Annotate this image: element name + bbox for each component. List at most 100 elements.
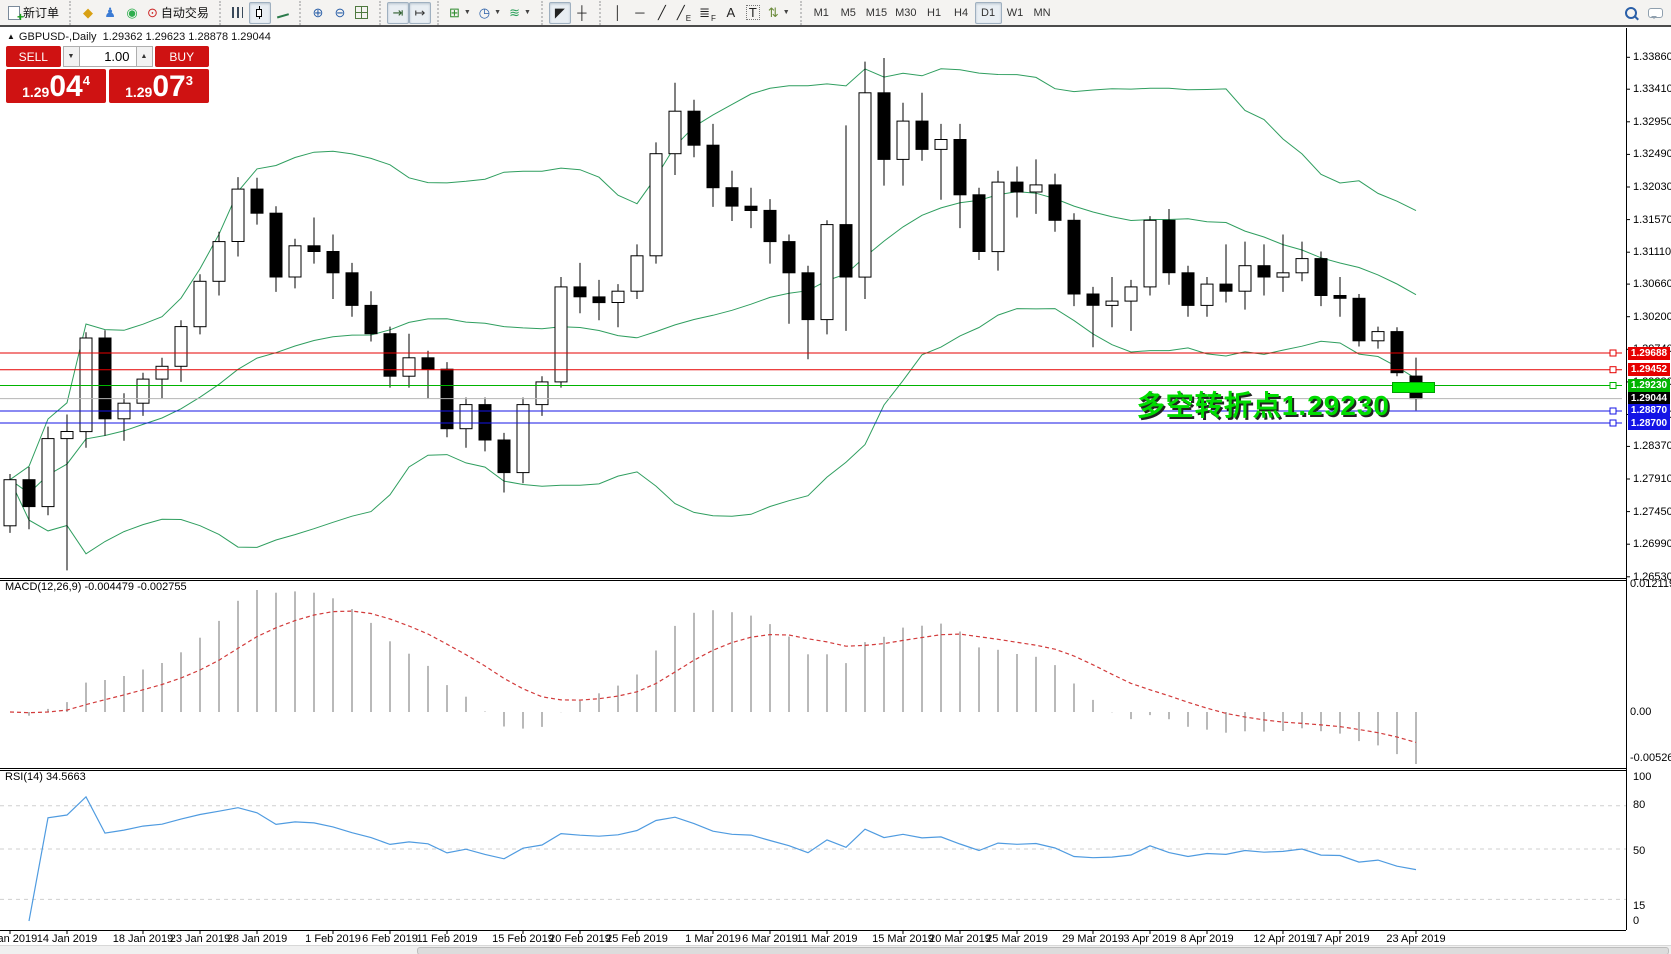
zoom-in-button[interactable]: ⊕ xyxy=(307,2,329,24)
price-tick-1.30200: 1.30200 xyxy=(1633,311,1671,323)
timeframe-m30-button[interactable]: M30 xyxy=(895,6,917,19)
buy-price-pip: 3 xyxy=(185,73,193,88)
toolbar: 新订单◆♟◉⊙自动交易⊕⊖⇥↦⊞▼◷▼≋▼◤┼│─╱╱E≣FAT⇅▼M1M5M1… xyxy=(0,0,1671,27)
toolbar-group-timeframes: M1 M5 M15 M30 H1 H4 D1 W1 MN xyxy=(799,0,1060,25)
trendline-button[interactable]: ╱ xyxy=(651,2,673,24)
date-label-17: 1 Feb 2019 xyxy=(305,933,361,945)
new-chart-icon: ⊞ xyxy=(448,5,460,20)
price-tick-1.31570: 1.31570 xyxy=(1633,214,1671,226)
candles xyxy=(3,58,1423,571)
hline-handle-1.29688[interactable] xyxy=(1609,349,1617,357)
date-label-50: 20 Mar 2019 xyxy=(929,933,991,945)
price-tick-1.28370: 1.28370 xyxy=(1633,440,1671,452)
sell-price-big: 04 xyxy=(49,70,83,103)
date-label-70: 17 Apr 2019 xyxy=(1310,933,1370,945)
navigator-button[interactable]: ♟ xyxy=(99,2,121,24)
date-label-30: 20 Feb 2019 xyxy=(549,933,611,945)
timeframe-m15-button[interactable]: M15 xyxy=(865,6,888,19)
new-order-button-label: 新订单 xyxy=(23,6,60,20)
terminal-button[interactable]: ◉ xyxy=(121,2,143,24)
buy-price-big: 07 xyxy=(152,70,186,103)
chart-title: ▲ GBPUSD-,Daily 1.29362 1.29623 1.28878 1… xyxy=(7,31,271,43)
hline-handle-1.28700[interactable] xyxy=(1609,419,1617,427)
toolbar-group-panels: ◆ ♟ ◉ ⊙ 自动交易 xyxy=(69,0,217,25)
candlestick-button[interactable] xyxy=(248,1,271,24)
channel-button[interactable]: ╱ E xyxy=(673,2,695,24)
buy-button[interactable]: BUY xyxy=(154,46,209,67)
timeframe-h4-button[interactable]: H4 xyxy=(954,6,969,19)
horizontal-line-button[interactable]: ─ xyxy=(629,2,651,24)
market-watch-button[interactable]: ◆ xyxy=(77,2,99,24)
annotation-text[interactable]: 多空转折点1.29230 xyxy=(1136,390,1390,421)
horizontal-scrollbar[interactable] xyxy=(0,945,1671,954)
autotrading-button[interactable]: ⊙ 自动交易 xyxy=(143,2,213,24)
fibonacci-button[interactable]: ≣ F xyxy=(695,2,720,24)
hline-handle-1.29230[interactable] xyxy=(1609,382,1617,389)
collapse-icon[interactable]: ▲ xyxy=(7,32,15,41)
sell-price-button[interactable]: 1.29 04 4 xyxy=(6,69,106,103)
date-label-20: 6 Feb 2019 xyxy=(362,933,418,945)
bollinger-upper-band xyxy=(9,68,1417,481)
indicators-dropdown-icon[interactable]: ▼ xyxy=(523,9,531,16)
timeframe-mn-button[interactable]: MN xyxy=(1033,6,1051,19)
arrows-button[interactable]: ⇅ ▼ xyxy=(764,2,794,24)
cursor-button[interactable]: ◤ xyxy=(548,1,571,24)
date-label-23: 11 Feb 2019 xyxy=(416,933,478,945)
new-chart-button[interactable]: ⊞ ▼ xyxy=(445,2,475,24)
crosshair-icon: ┼ xyxy=(577,5,587,20)
arrows-dropdown-icon[interactable]: ▼ xyxy=(782,9,790,16)
text-button[interactable]: A xyxy=(720,2,742,24)
date-label-47: 15 Mar 2019 xyxy=(872,933,934,945)
zoom-out-button[interactable]: ⊖ xyxy=(329,2,351,24)
indicators-button[interactable]: ≋ ▼ xyxy=(505,2,535,24)
vertical-line-button[interactable]: │ xyxy=(607,2,629,24)
search-button[interactable] xyxy=(1621,2,1644,24)
chart-shift-button[interactable]: ↦ xyxy=(408,1,431,24)
volume-input[interactable] xyxy=(79,46,136,67)
new-order-button[interactable]: 新订单 xyxy=(4,2,63,24)
zoom-out-icon: ⊖ xyxy=(334,5,346,20)
market-watch-icon: ◆ xyxy=(83,5,94,20)
timeframe-m1-button[interactable]: M1 xyxy=(813,6,829,19)
timeframe-d1-button[interactable]: D1 xyxy=(974,1,1002,24)
chart-canvas[interactable] xyxy=(0,27,1671,954)
hline-handle-1.29452[interactable] xyxy=(1609,366,1617,374)
scrollbar-thumb[interactable] xyxy=(417,947,1669,954)
highlight-bar[interactable] xyxy=(1392,382,1435,393)
trendline-icon: ╱ xyxy=(657,5,666,20)
price-tick-1.33860: 1.33860 xyxy=(1633,51,1671,63)
timeframe-m5-button[interactable]: M5 xyxy=(840,6,856,19)
level-label-1.29230: 1.29230 xyxy=(1628,379,1670,392)
date-label-33: 25 Feb 2019 xyxy=(606,933,668,945)
chat-button[interactable] xyxy=(1644,2,1667,24)
volume-down-button[interactable]: ▼ xyxy=(62,46,80,67)
auto-scroll-button[interactable]: ⇥ xyxy=(386,1,409,24)
timeframe-w1-button[interactable]: W1 xyxy=(1006,6,1024,19)
price-tick-1.30660: 1.30660 xyxy=(1633,278,1671,290)
hline-handle-1.28870[interactable] xyxy=(1609,407,1617,415)
profiles-dropdown-icon[interactable]: ▼ xyxy=(494,9,502,16)
text-icon: A xyxy=(726,5,736,20)
price-tick-1.31110: 1.31110 xyxy=(1633,246,1671,258)
line-chart-button[interactable] xyxy=(271,2,293,24)
toolbar-group-new-objects: ⊞ ▼ ◷ ▼ ≋ ▼ xyxy=(436,0,539,25)
rsi-axis-100: 100 xyxy=(1633,771,1652,783)
line-chart-icon xyxy=(274,6,289,19)
rsi-axis-80: 80 xyxy=(1633,799,1646,811)
profiles-button[interactable]: ◷ ▼ xyxy=(475,2,505,24)
buy-price-button[interactable]: 1.29 07 3 xyxy=(109,69,209,103)
label-button[interactable]: T xyxy=(742,2,764,24)
new-chart-dropdown-icon[interactable]: ▼ xyxy=(463,9,471,16)
chart-shift-icon: ↦ xyxy=(414,5,426,20)
crosshair-button[interactable]: ┼ xyxy=(571,2,593,24)
navigator-icon: ♟ xyxy=(104,5,116,20)
bar-chart-button[interactable] xyxy=(227,2,249,24)
tile-windows-button[interactable] xyxy=(351,2,373,24)
timeframe-h1-button[interactable]: H1 xyxy=(927,6,942,19)
date-label-57: 29 Mar 2019 xyxy=(1062,933,1124,945)
toolbar-group-pointer: ◤ ┼ xyxy=(540,0,597,25)
sell-button[interactable]: SELL xyxy=(6,46,61,67)
level-label-1.29688: 1.29688 xyxy=(1628,347,1670,360)
volume-up-button[interactable]: ▲ xyxy=(135,46,153,67)
